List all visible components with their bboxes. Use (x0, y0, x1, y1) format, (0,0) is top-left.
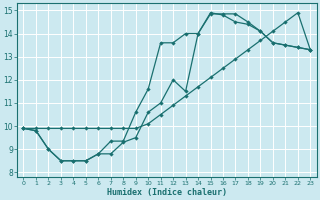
X-axis label: Humidex (Indice chaleur): Humidex (Indice chaleur) (107, 188, 227, 197)
